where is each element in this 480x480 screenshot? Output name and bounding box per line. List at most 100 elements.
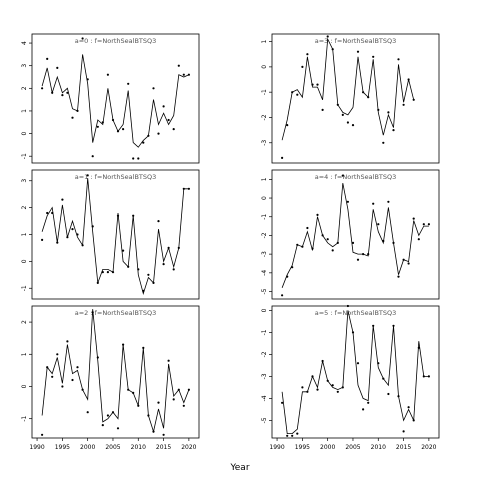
obs-point (127, 82, 130, 85)
obs-point (296, 432, 299, 435)
obs-point (351, 331, 355, 334)
obs-point (162, 105, 165, 108)
obs-point (301, 245, 304, 248)
obs-point (167, 359, 170, 362)
obs-point (132, 157, 135, 160)
obs-point (71, 116, 74, 119)
obs-point (412, 217, 415, 220)
obs-point (111, 271, 115, 274)
obs-point (336, 241, 339, 244)
obs-point (387, 392, 390, 396)
obs-point (326, 35, 329, 38)
obs-point (127, 265, 130, 268)
obs-point (427, 223, 430, 226)
obs-point (111, 118, 115, 122)
obs-point (341, 113, 344, 116)
obs-point (66, 236, 69, 239)
obs-point (46, 366, 49, 369)
panel-top-right: a=3 : f=NorthSealBTSQ3 -3 -2 -1 0 1 (261, 33, 440, 164)
obs-point (132, 214, 135, 217)
y-tick-label: -3 (261, 140, 268, 146)
obs-point (91, 155, 94, 158)
obs-point (331, 249, 334, 252)
obs-point (291, 91, 294, 94)
y-tick-label: 0 (261, 196, 268, 200)
obs-point (291, 266, 294, 269)
panel-top-left: a=0 : f=NorthSealBTSQ3 -1 0 1 2 3 4 (21, 33, 200, 164)
y-tick-label: -5 (261, 417, 268, 423)
obs-point (346, 200, 349, 203)
obs-point (147, 414, 150, 417)
obs-point (137, 404, 140, 407)
obs-point (182, 73, 185, 76)
obs-point (397, 275, 400, 278)
obs-point (76, 233, 79, 236)
obs-point (106, 414, 109, 417)
obs-point (321, 108, 324, 111)
obs-point (116, 427, 120, 430)
obs-point (336, 390, 339, 393)
obs-point (46, 57, 49, 61)
obs-point (182, 187, 185, 190)
panel-frame (31, 33, 200, 164)
fit-line (281, 37, 415, 141)
y-tick-label: 0 (261, 308, 268, 312)
panel-bottom-left: a=2 : f=NorthSealBTSQ3 -1 0 1 2 1990 1995 2000 2… (21, 305, 200, 451)
panel-frame (31, 169, 200, 300)
x-tick-label: 1995 (55, 444, 70, 451)
obs-point (331, 48, 334, 51)
obs-point (157, 132, 160, 135)
obs-point (71, 378, 74, 382)
obs-point (397, 58, 400, 61)
obs-point (147, 134, 150, 137)
x-tick-label: 2020 (421, 444, 436, 451)
obs-point (172, 268, 175, 271)
obs-point (91, 311, 94, 314)
obs-point (61, 94, 64, 97)
obs-point (362, 91, 365, 94)
obs-point (116, 214, 120, 217)
obs-point (111, 411, 115, 414)
y-tick-label: -1 (261, 329, 268, 335)
y-tick-label: -1 (261, 89, 268, 95)
y-tick-label: -2 (261, 232, 268, 238)
fit-line (281, 183, 429, 288)
obs-point (96, 356, 99, 359)
obs-point (187, 187, 190, 190)
y-tick-label: -1 (21, 285, 28, 291)
panel-frame (271, 33, 440, 164)
y-tick-label: 1 (21, 109, 28, 113)
panel-title: a=3 : f=NorthSealBTSQ3 (315, 37, 397, 45)
obs-point (341, 386, 344, 389)
obs-point (147, 273, 150, 276)
obs-point (46, 211, 49, 215)
obs-point (301, 65, 304, 68)
obs-point (101, 271, 104, 274)
y-tick-label: -3 (261, 373, 268, 379)
obs-point (157, 220, 160, 223)
obs-point (137, 268, 140, 271)
x-tick-label: 2000 (80, 444, 95, 451)
panel-title: a=2 : f=NorthSealBTSQ3 (75, 309, 157, 317)
obs-point (402, 258, 405, 261)
obs-point (106, 73, 109, 76)
obs-point (351, 241, 355, 244)
obs-point (66, 91, 69, 94)
obs-point (142, 141, 145, 144)
obs-point (367, 96, 370, 99)
y-tick-label: -1 (261, 214, 268, 220)
obs-point (311, 247, 314, 250)
x-tick-label: 2005 (345, 444, 360, 451)
x-tick-label: 2010 (371, 444, 386, 451)
obs-point (326, 379, 329, 382)
obs-point (61, 385, 64, 388)
obs-point (397, 395, 400, 398)
y-tick-label: 0 (21, 384, 28, 388)
fit-line (41, 178, 189, 296)
obs-point (377, 223, 380, 226)
panel-frame (271, 305, 440, 439)
obs-point (177, 246, 180, 249)
obs-point (311, 375, 314, 378)
obs-point (316, 213, 319, 216)
obs-point (162, 263, 165, 266)
